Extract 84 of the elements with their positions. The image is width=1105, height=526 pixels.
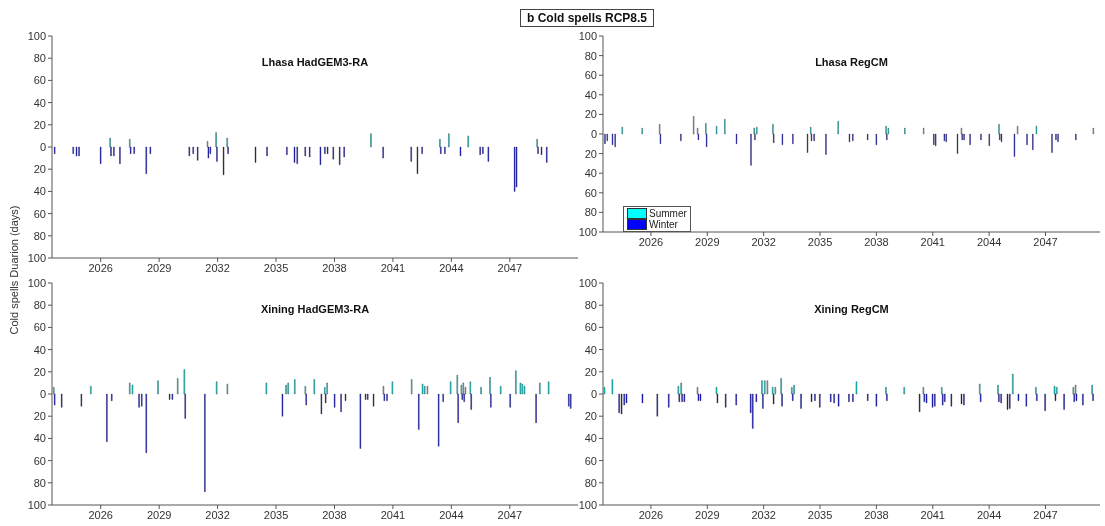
y-tick-label: 80 (584, 476, 597, 489)
x-tick-label: 2044 (976, 235, 1002, 248)
x-tick-label: 2038 (864, 508, 889, 521)
annotation: Xining RegCM (814, 303, 889, 315)
x-tick-label: 2035 (807, 235, 833, 248)
annotation: Xining HadGEM3-RA (260, 303, 370, 315)
x-tick-label: 2035 (263, 261, 289, 274)
x-tick-label: 2026 (638, 235, 664, 248)
y-tick-label: 100 (578, 29, 597, 42)
x-tick-label: 2029 (146, 261, 172, 274)
y-tick-label: 60 (33, 74, 46, 87)
x-tick-label: 2032 (205, 508, 230, 521)
y-tick-label: 100 (27, 276, 46, 289)
y-tick-label: 60 (33, 454, 46, 467)
x-tick-label: 2038 (322, 261, 347, 274)
y-tick-label: 100 (578, 276, 597, 289)
x-tick-label: 2032 (751, 508, 776, 521)
x-tick-label: 2041 (920, 508, 946, 521)
legend-label: Winter (649, 219, 678, 230)
annotation: Lhasa RegCM (815, 56, 888, 68)
annotation: Lhasa HadGEM3-RA (261, 56, 369, 68)
y-tick-label: 40 (33, 343, 46, 356)
y-tick-label: 100 (27, 29, 46, 42)
x-tick-label: 2029 (695, 235, 720, 248)
y-tick-label: 80 (33, 229, 46, 242)
x-tick-label: 2038 (322, 508, 347, 521)
y-tick-label: 80 (584, 49, 597, 62)
x-tick-label: 2035 (807, 508, 833, 521)
y-tick-label: 40 (584, 432, 597, 445)
y-tick-label: 40 (584, 343, 597, 356)
y-tick-label: 20 (584, 108, 597, 121)
y-tick-label: 40 (33, 96, 46, 109)
y-tick-label: 80 (33, 52, 46, 65)
x-tick-label: 2038 (864, 235, 889, 248)
y-tick-label: 100 (578, 225, 597, 238)
chart-title: b Cold spells RCP8.5 (519, 9, 655, 27)
x-tick-label: 2029 (695, 508, 720, 521)
x-tick-label: 2044 (976, 508, 1002, 521)
y-tick-label: 100 (578, 498, 597, 511)
y-tick-label: 60 (584, 69, 597, 82)
y-tick-label: 20 (33, 163, 46, 176)
y-tick-label: 40 (584, 88, 597, 101)
x-tick-label: 2041 (920, 235, 946, 248)
x-tick-label: 2032 (751, 235, 776, 248)
y-tick-label: 80 (584, 206, 597, 219)
y-tick-label: 80 (33, 299, 46, 312)
y-tick-label: 20 (33, 410, 46, 423)
legend-label: Summer (649, 208, 687, 219)
y-tick-label: 60 (584, 186, 597, 199)
y-tick-label: 0 (590, 127, 597, 140)
x-tick-label: 2026 (88, 261, 113, 274)
y-tick-label: 80 (33, 476, 46, 489)
x-tick-label: 2044 (439, 508, 464, 521)
y-tick-label: 40 (33, 185, 46, 198)
x-tick-label: 2029 (146, 508, 172, 521)
y-tick-label: 40 (584, 167, 597, 180)
x-tick-label: 2041 (380, 261, 406, 274)
y-tick-label: 60 (584, 321, 597, 334)
x-tick-label: 2026 (88, 508, 113, 521)
y-tick-label: 20 (33, 118, 46, 131)
y-tick-label: 0 (39, 140, 46, 153)
y-tick-label: 40 (33, 432, 46, 445)
y-tick-label: 20 (584, 410, 597, 423)
y-tick-label: 60 (584, 454, 597, 467)
y-tick-label: 100 (27, 251, 46, 264)
x-tick-label: 2047 (1033, 508, 1058, 521)
x-tick-label: 2047 (497, 261, 523, 274)
y-tick-label: 20 (33, 365, 46, 378)
x-tick-label: 2026 (638, 508, 664, 521)
y-tick-label: 20 (584, 147, 597, 160)
x-tick-label: 2047 (497, 508, 523, 521)
y-tick-label: 80 (584, 299, 597, 312)
x-tick-label: 2041 (380, 508, 406, 521)
y-axis-title: Cold spells Duarion (days) (8, 205, 20, 335)
y-tick-label: 60 (33, 321, 46, 334)
y-tick-label: 60 (33, 207, 46, 220)
x-tick-label: 2047 (1033, 235, 1058, 248)
x-tick-label: 2044 (439, 261, 464, 274)
x-tick-label: 2035 (263, 508, 289, 521)
y-tick-label: 20 (584, 365, 597, 378)
y-tick-label: 0 (39, 387, 46, 400)
y-tick-label: 0 (590, 387, 597, 400)
y-tick-label: 100 (27, 498, 46, 511)
x-tick-label: 2032 (205, 261, 230, 274)
